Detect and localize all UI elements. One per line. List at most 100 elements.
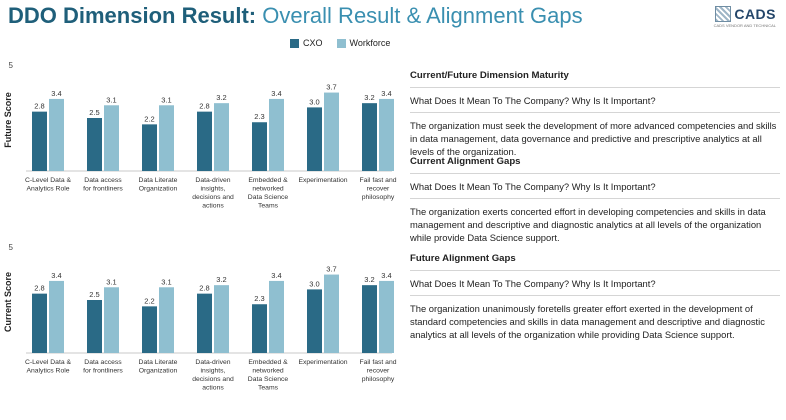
data-label-workforce: 3.1 (106, 95, 116, 104)
section-paragraph: The organization unanimously foretells g… (410, 303, 765, 340)
bar-cxo (307, 107, 322, 171)
category-label: Teams (258, 203, 279, 210)
category-label: for frontliners (83, 186, 123, 193)
bar-workforce (214, 103, 229, 171)
y-axis-max-tick: 5 (9, 61, 14, 70)
bar-workforce (324, 274, 339, 353)
bar-cxo (87, 118, 102, 171)
category-label: Experimentation (298, 177, 347, 184)
section-heading: Current Alignment Gaps (410, 150, 780, 174)
category-label: Fail fast and (359, 177, 396, 184)
category-label: networked (252, 186, 284, 193)
category-label: insights, (201, 368, 226, 375)
bar-cxo (362, 285, 377, 353)
bar-cxo (142, 306, 157, 353)
bar-cxo (32, 293, 47, 353)
data-label-cxo: 2.2 (144, 296, 154, 305)
bar-cxo (197, 111, 212, 171)
legend-item-workforce: Workforce (336, 38, 391, 48)
data-label-cxo: 3.0 (309, 97, 319, 106)
bar-workforce (379, 280, 394, 353)
data-label-workforce: 3.4 (51, 271, 61, 280)
category-label: Data-driven (195, 177, 230, 184)
category-label: Data-driven (195, 359, 230, 366)
data-label-workforce: 3.1 (161, 95, 171, 104)
current-score-chart: 5 Current Score 2.8 3.4 C-Level Data & Analyt… (3, 243, 397, 392)
category-label: recover (367, 186, 390, 193)
data-label-workforce: 3.2 (216, 275, 226, 284)
section-question: What Does It Mean To The Company? Why Is… (410, 88, 780, 113)
data-label-cxo: 2.8 (34, 284, 44, 293)
data-label-cxo: 2.5 (89, 108, 99, 117)
category-label: philosophy (362, 194, 395, 201)
section-heading: Current/Future Dimension Maturity (410, 66, 780, 88)
data-label-workforce: 3.4 (271, 271, 281, 280)
insight-panel: Current/Future Dimension Maturity What D… (410, 66, 780, 341)
bar-cxo (362, 103, 377, 171)
data-label-cxo: 2.2 (144, 114, 154, 123)
category-label: Data Literate (139, 177, 178, 184)
data-label-workforce: 3.4 (381, 89, 391, 98)
bar-workforce (269, 98, 284, 171)
data-label-cxo: 2.5 (89, 290, 99, 299)
category-label: networked (252, 368, 284, 375)
bar-cxo (307, 289, 322, 353)
page-title-main: DDO Dimension Result: (8, 3, 257, 28)
legend-swatch-workforce (336, 38, 346, 48)
category-label: Embedded & (248, 359, 288, 366)
data-label-workforce: 3.2 (216, 93, 226, 102)
category-label: for frontliners (83, 368, 123, 375)
category-label: Analytics Role (26, 186, 69, 193)
category-label: Organization (139, 186, 178, 193)
section-question: What Does It Mean To The Company? Why Is… (410, 174, 780, 199)
legend-label-workforce: Workforce (349, 38, 391, 48)
bar-workforce (104, 105, 119, 171)
data-label-cxo: 2.3 (254, 294, 264, 303)
bar-workforce (159, 105, 174, 171)
cads-logo: CADS CADS VENDOR AND TECHNICAL (714, 6, 776, 28)
section-paragraph: The organization exerts concerted effort… (410, 206, 766, 243)
category-label: actions (202, 385, 224, 392)
data-label-cxo: 2.8 (199, 102, 209, 111)
category-label: Experimentation (298, 359, 347, 366)
category-label: Organization (139, 368, 178, 375)
bar-cxo (87, 300, 102, 353)
category-label: philosophy (362, 376, 395, 383)
page-title-subtitle: Overall Result & Alignment Gaps (256, 3, 583, 28)
data-label-cxo: 2.8 (34, 102, 44, 111)
category-label: insights, (201, 186, 226, 193)
section-dimension-maturity: Current/Future Dimension Maturity What D… (410, 66, 780, 157)
bar-workforce (269, 280, 284, 353)
category-label: Data access (84, 177, 122, 184)
data-label-workforce: 3.4 (51, 89, 61, 98)
bar-workforce (379, 98, 394, 171)
category-label: Fail fast and (359, 359, 396, 366)
category-label: Teams (258, 385, 279, 392)
page-title: DDO Dimension Result: Overall Result & A… (8, 3, 583, 29)
section-question: What Does It Mean To The Company? Why Is… (410, 271, 780, 296)
bar-workforce (104, 287, 119, 353)
section-future-alignment-gaps: Future Alignment Gaps What Does It Mean … (410, 247, 780, 341)
section-heading: Future Alignment Gaps (410, 247, 780, 271)
bar-workforce (214, 285, 229, 353)
category-label: Data Science (248, 194, 289, 201)
category-label: decisions and (192, 376, 234, 383)
category-label: Embedded & (248, 177, 288, 184)
legend-label-cxo: CXO (303, 38, 323, 48)
legend-swatch-cxo (290, 38, 299, 48)
category-label: C-Level Data & (25, 177, 72, 184)
logo-mark-icon (715, 6, 732, 22)
future-score-chart: 5 Future Score 2.8 3.4 C-Level Data & Analyti… (3, 61, 397, 210)
bar-workforce (49, 98, 64, 171)
logo-tagline: CADS VENDOR AND TECHNICAL (713, 23, 776, 28)
data-label-workforce: 3.1 (106, 277, 116, 286)
category-label: recover (367, 368, 390, 375)
section-current-alignment-gaps: Current Alignment Gaps What Does It Mean… (410, 150, 780, 247)
y-axis-max-tick: 5 (9, 243, 14, 252)
bar-cxo (32, 111, 47, 171)
data-label-workforce: 3.4 (271, 89, 281, 98)
category-label: Data access (84, 359, 122, 366)
category-label: C-Level Data & (25, 359, 72, 366)
category-label: decisions and (192, 194, 234, 201)
chart-legend: CXO Workforce (290, 38, 390, 48)
